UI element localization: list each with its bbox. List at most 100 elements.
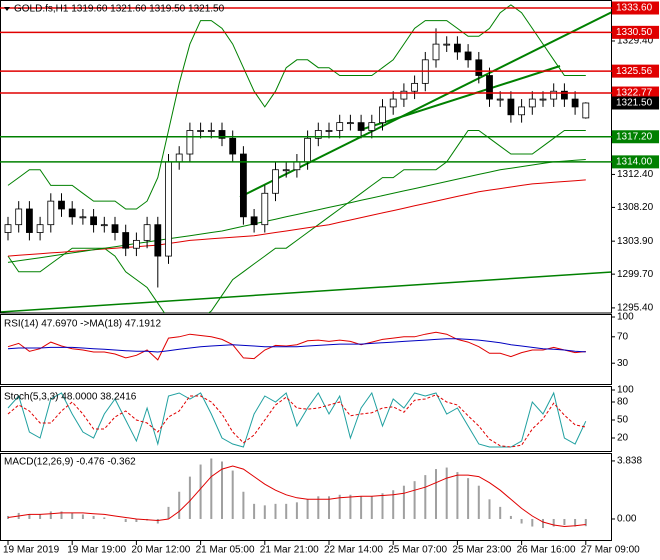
y-tick-label: 1299.70 (617, 269, 654, 280)
macd-bar (349, 494, 352, 519)
candle-body (282, 169, 290, 172)
panel-title: MACD(12,26,9) -0.476 -0.362 (4, 457, 136, 468)
macd-bar (285, 503, 288, 519)
y-tick-label: 100 (617, 312, 634, 323)
macd-bar (445, 467, 448, 519)
macd-bar (253, 503, 256, 519)
candle-body (496, 98, 504, 101)
candle-body (561, 90, 568, 100)
y-tick-label: 100 (617, 385, 634, 396)
candle-body (165, 161, 172, 257)
candle-body (25, 208, 33, 233)
indicator-line (7, 179, 586, 257)
macd-bar (60, 511, 63, 519)
macd-bar (71, 512, 74, 519)
candle-body (304, 137, 312, 163)
x-tick-label: 26 Mar 16:00 (517, 545, 576, 556)
macd-bar (542, 518, 544, 529)
macd-bar (124, 518, 127, 523)
macd-bar (103, 517, 106, 519)
candle-body (550, 90, 558, 100)
price-panel-frame (0, 0, 612, 314)
macd-bar (306, 499, 309, 519)
macd-bar (317, 496, 320, 519)
x-tick-label: 21 Mar 21:00 (260, 545, 319, 556)
candle-body (453, 43, 461, 53)
panel-title: Stoch(5,3,3) 48.0000 38.2416 (4, 392, 137, 403)
panel-plot (7, 458, 587, 529)
candle-body (432, 43, 440, 61)
x-tick-label: 22 Mar 14:00 (324, 545, 383, 556)
y-tick-label: 1303.90 (617, 236, 654, 247)
level-label-box (612, 25, 659, 39)
candle-body (229, 137, 237, 155)
candle-body (528, 98, 536, 108)
level-label: 1317.20 (616, 131, 653, 142)
y-tick-label: 0.00 (617, 514, 637, 525)
candle-body (346, 122, 354, 125)
macd-bar (328, 496, 330, 519)
candle-body (357, 122, 365, 131)
macd-bar (221, 461, 223, 519)
candle-body (154, 224, 162, 257)
y-tick-label: 50 (617, 415, 629, 426)
candle-body (314, 130, 322, 139)
macd-bar (520, 518, 523, 524)
candle-body (411, 82, 419, 92)
macd-bar (424, 475, 427, 519)
level-label-box (612, 1, 659, 15)
y-tick-label: 20 (617, 433, 629, 444)
indicator-line (7, 338, 586, 353)
symbol-marker (4, 7, 10, 11)
trendline (239, 11, 612, 198)
macd-bar (178, 491, 181, 519)
candle-body (539, 98, 547, 101)
level-label: 1322.77 (616, 88, 653, 99)
candle-body (36, 224, 44, 233)
trendlines (0, 11, 612, 313)
trendline (359, 65, 561, 131)
x-tick-label: 21 Mar 05:00 (196, 545, 255, 556)
level-label-box (612, 64, 659, 78)
macd-bar (552, 518, 555, 527)
macd-bar (531, 518, 534, 527)
y-tick-label: 1295.40 (617, 303, 654, 314)
candle-body (389, 98, 397, 108)
candle-body (507, 98, 515, 116)
indicator-line (7, 394, 586, 448)
level-label-box (612, 130, 659, 144)
candle-body (239, 153, 247, 218)
candle-body (15, 208, 23, 226)
level-label: 1325.56 (616, 66, 653, 77)
macd-bar (263, 505, 266, 519)
candle-body (197, 130, 205, 132)
indicator-line (7, 465, 586, 528)
y-tick-label: 1308.20 (617, 202, 654, 213)
candle-body (79, 216, 87, 219)
candle-body (518, 106, 525, 116)
macd-panel-frame (0, 453, 612, 541)
level-label-box (612, 155, 659, 169)
level-label: 1314.00 (616, 157, 653, 168)
panel-plot (7, 391, 587, 448)
candle-body (132, 239, 140, 249)
candle-body (582, 102, 590, 119)
candle-body (100, 224, 108, 227)
candle-body (250, 216, 258, 226)
macd-bar (360, 496, 363, 519)
candle-body (368, 122, 376, 131)
macd-bar (39, 514, 42, 519)
macd-bar (135, 518, 138, 523)
candle-body (58, 200, 65, 210)
y-tick-label: 1312.40 (617, 169, 654, 180)
candle-body (261, 192, 269, 226)
x-tick-label: 19 Mar 19:00 (67, 545, 126, 556)
macd-bar (92, 515, 95, 519)
macd-bar (563, 518, 566, 526)
x-tick-label: 20 Mar 12:00 (131, 545, 190, 556)
y-tick-label: 30 (617, 358, 629, 369)
macd-bar (509, 515, 512, 519)
candle-body (111, 224, 119, 233)
